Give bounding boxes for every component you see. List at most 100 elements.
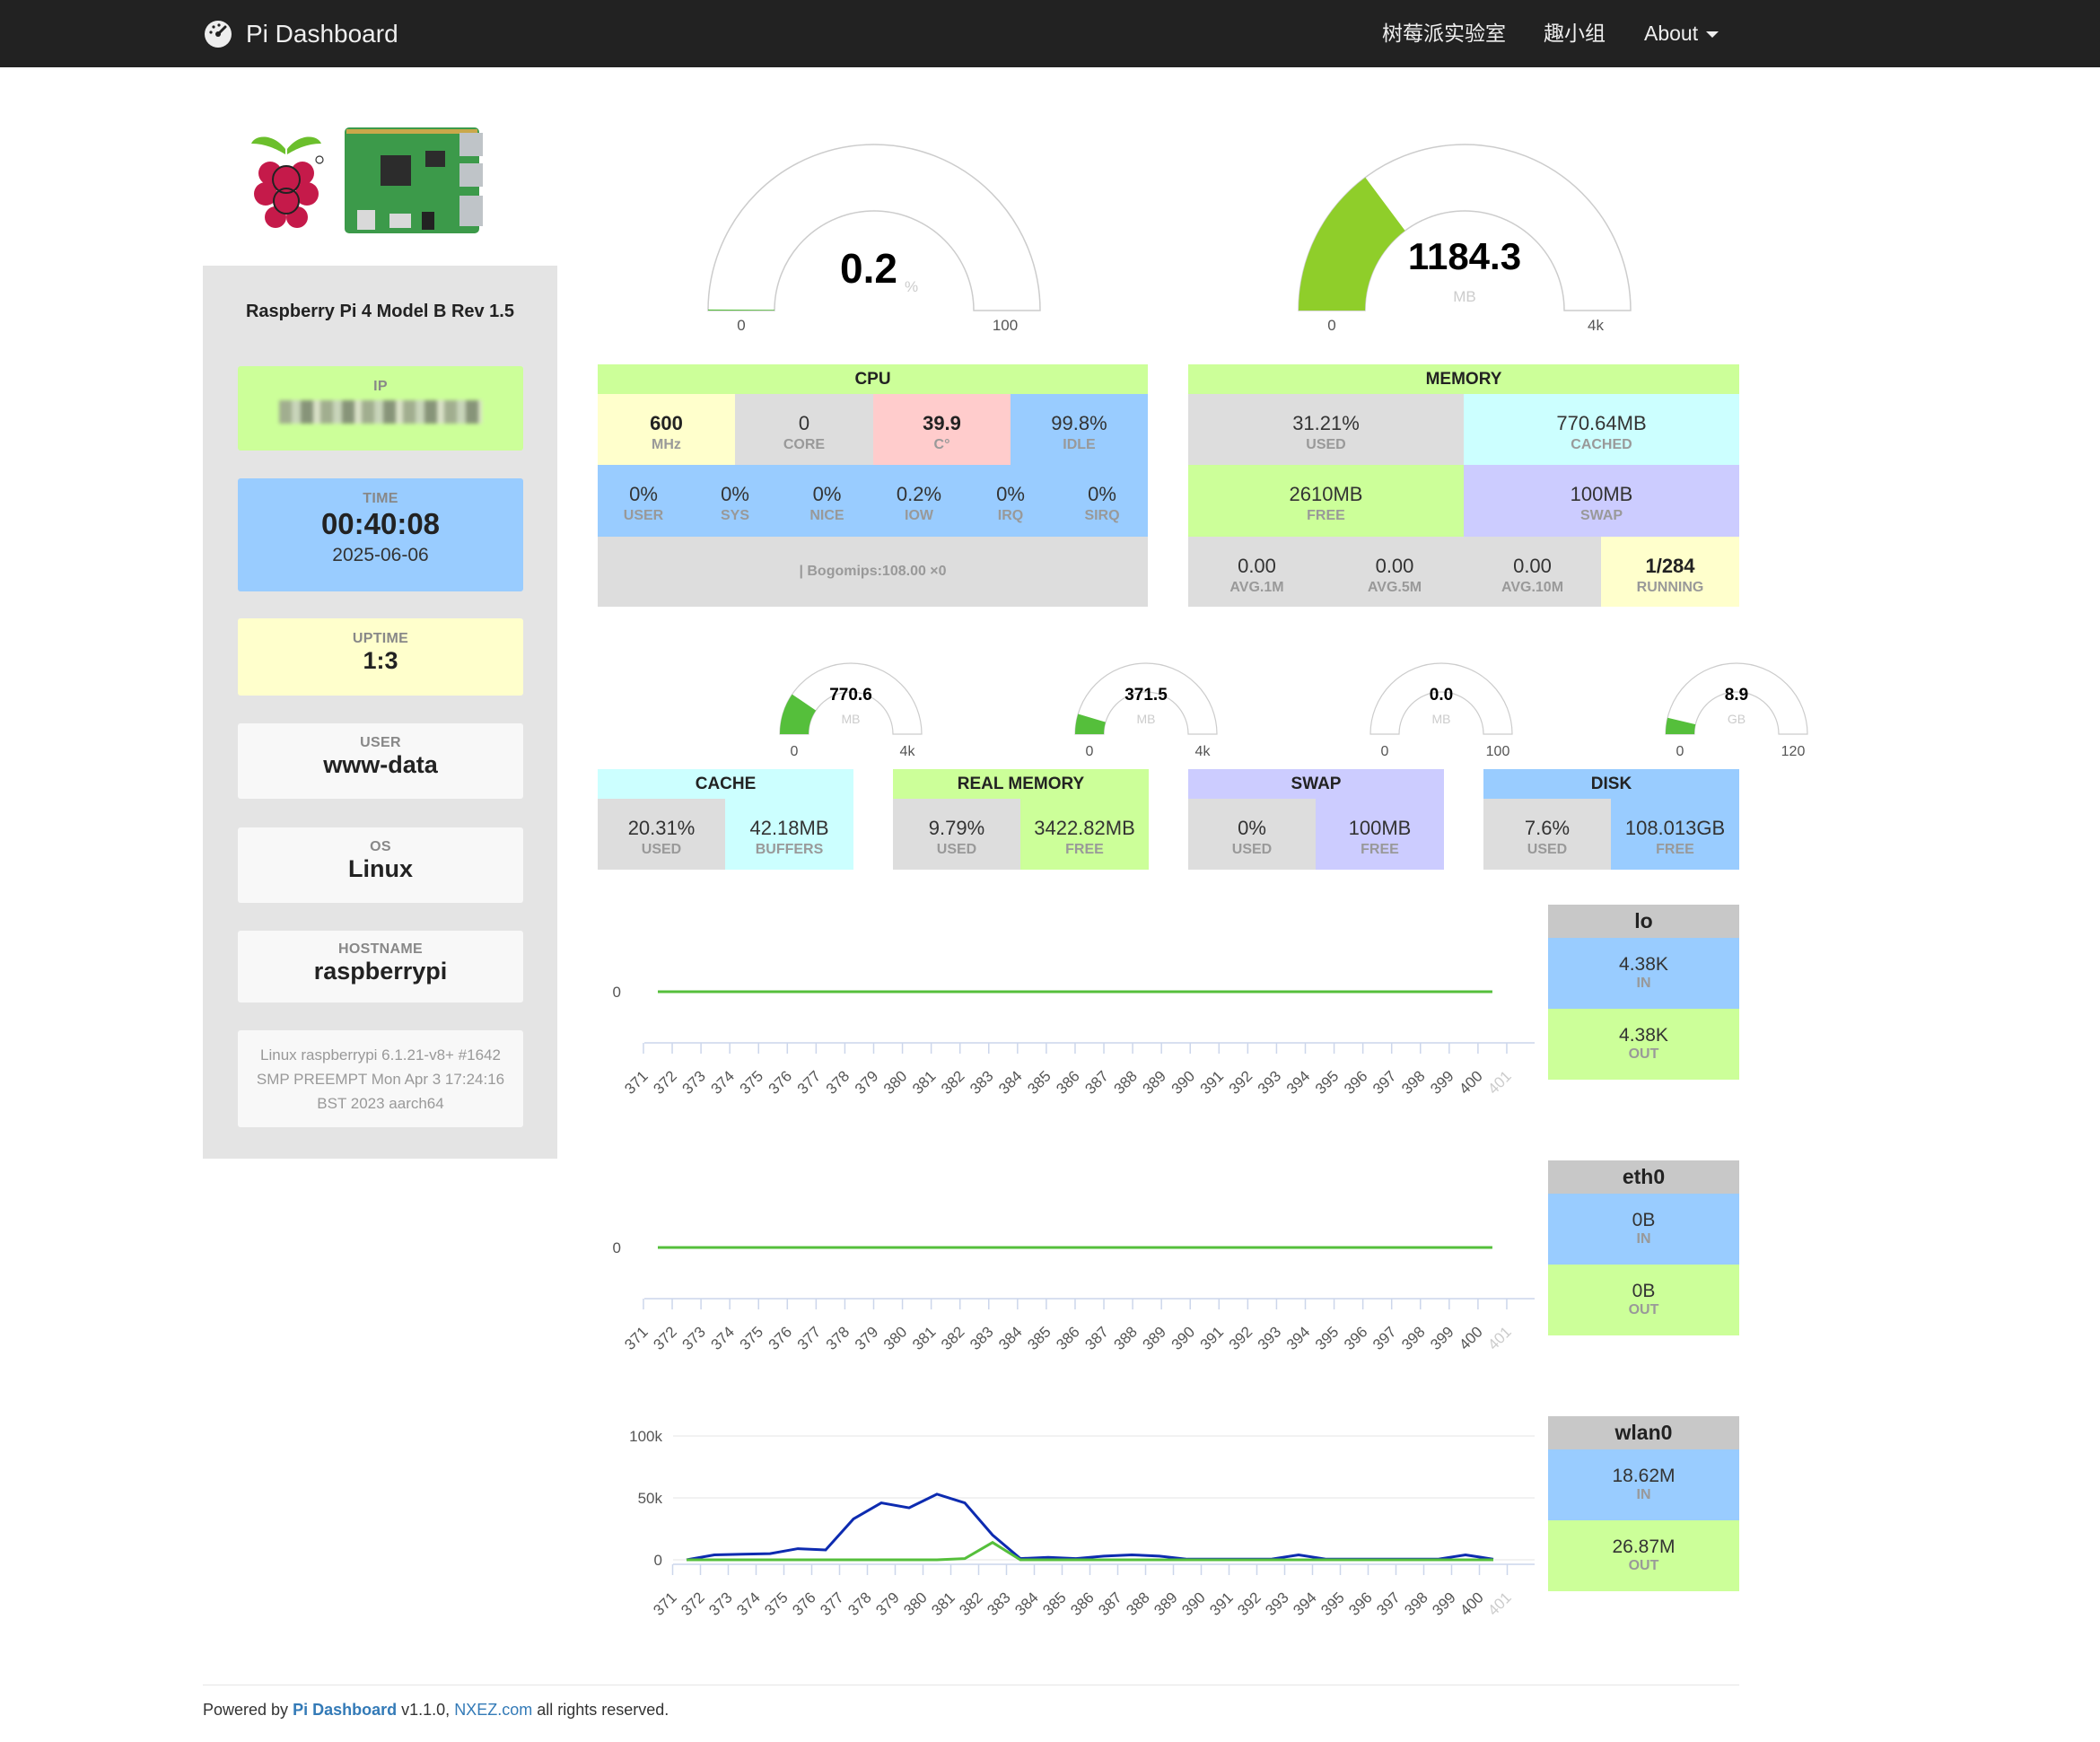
cache-a-value: 20.31% bbox=[627, 817, 696, 839]
cpu-irq-label: IRQ bbox=[997, 508, 1024, 523]
wlan0-in-cell: 18.62M IN bbox=[1548, 1449, 1739, 1520]
lo-x-tick-label: 396 bbox=[1341, 1067, 1370, 1097]
swap-gauge-value: 0.0 bbox=[1430, 686, 1453, 705]
eth0-x-tick-label: 390 bbox=[1168, 1323, 1198, 1352]
device-model: Raspberry Pi 4 Model B Rev 1.5 bbox=[245, 302, 514, 321]
real-memory-free-cell: 3422.82MB FREE bbox=[1020, 799, 1149, 870]
cpu-nice-cell: 0% NICE bbox=[781, 465, 873, 537]
cache-b-label: BUFFERS bbox=[755, 842, 824, 857]
lo-x-tick-label: 376 bbox=[766, 1067, 795, 1097]
eth0-x-tick-label: 382 bbox=[938, 1323, 967, 1352]
eth0-in-value: 0B bbox=[1632, 1210, 1656, 1230]
load-avg-1m-cell: 0.00 AVG.1M bbox=[1188, 537, 1326, 607]
wlan0-x-tick-label: 399 bbox=[1429, 1589, 1458, 1618]
cpu-core-label: CORE bbox=[783, 437, 826, 452]
lo-x-tick-label: 379 bbox=[852, 1067, 881, 1097]
eth0-x-tick-label: 399 bbox=[1427, 1323, 1457, 1352]
uptime-value: 1:3 bbox=[363, 647, 398, 674]
disk-free-cell: 108.013GB FREE bbox=[1611, 799, 1739, 870]
wlan0-x-tick-label: 392 bbox=[1234, 1589, 1264, 1618]
cpu-user-label: USER bbox=[623, 508, 664, 523]
eth0-out-value: 0B bbox=[1632, 1281, 1656, 1301]
lo-x-tick-label: 373 bbox=[678, 1067, 708, 1097]
cache-buffers-cell: 42.18MB BUFFERS bbox=[725, 799, 853, 870]
swap-gauge: 0.0 MB 0 100 bbox=[1369, 662, 1513, 759]
wlan0-in-label: IN bbox=[1636, 1487, 1651, 1502]
wlan0-x-tick-label: 383 bbox=[984, 1589, 1013, 1618]
real-memory-gauge-value: 371.5 bbox=[1124, 686, 1168, 705]
eth0-x-tick-label: 392 bbox=[1226, 1323, 1256, 1352]
eth0-x-tick-label: 397 bbox=[1369, 1323, 1399, 1352]
os-card: OS Linux bbox=[238, 827, 523, 903]
real-memory-panel: REAL MEMORY 9.79% USED 3422.82MB FREE bbox=[893, 769, 1149, 870]
eth0-x-tick-label: 394 bbox=[1283, 1323, 1313, 1352]
wlan0-x-tick-label: 374 bbox=[733, 1589, 763, 1618]
footer-version: v1.1.0, bbox=[401, 1701, 451, 1719]
cpu-gauge-track bbox=[707, 144, 1041, 311]
lo-x-tick-label: 378 bbox=[823, 1067, 853, 1097]
eth0-x-tick-label: 384 bbox=[995, 1323, 1025, 1352]
cpu-panel: CPU 600 MHz 0 CORE 39.9 C° 99.8% IDLE 0% USER… bbox=[598, 364, 1148, 607]
lo-x-tick-label: 391 bbox=[1197, 1067, 1227, 1097]
nav-link-lab[interactable]: 树莓派实验室 bbox=[1382, 22, 1506, 45]
swap-panel: SWAP 0% USED 100MB FREE bbox=[1188, 769, 1444, 870]
kernel-line: SMP PREEMPT Mon Apr 3 17:24:16 bbox=[256, 1071, 505, 1088]
wlan0-interface-card: wlan0 18.62M IN 26.87M OUT bbox=[1548, 1416, 1739, 1591]
swap-title: SWAP bbox=[1188, 769, 1444, 799]
eth0-x-tick-label: 400 bbox=[1456, 1323, 1485, 1352]
wlan0-traffic-chart: 050k100k37137237337437537637737837938038… bbox=[629, 1428, 1535, 1619]
cache-gauge-max: 4k bbox=[900, 744, 916, 759]
nav-link-group[interactable]: 趣小组 bbox=[1544, 22, 1606, 45]
wlan0-x-tick-label: 395 bbox=[1317, 1589, 1347, 1618]
memory-gauge-min: 0 bbox=[1327, 317, 1335, 334]
footer-nxez-link[interactable]: NXEZ.com bbox=[454, 1701, 533, 1719]
lo-x-tick-label: 397 bbox=[1369, 1067, 1399, 1097]
cpu-sirq-cell: 0% SIRQ bbox=[1056, 465, 1148, 537]
swap-free-cell: 100MB FREE bbox=[1316, 799, 1444, 870]
disk-gauge-track bbox=[1665, 662, 1808, 735]
lo-in-cell: 4.38K IN bbox=[1548, 938, 1739, 1009]
wlan0-x-tick-label: 394 bbox=[1290, 1589, 1319, 1618]
memory-free-label: FREE bbox=[1307, 508, 1345, 523]
footer-suffix: all rights reserved. bbox=[537, 1701, 669, 1719]
kernel-line: Linux raspberrypi 6.1.21-v8+ #1642 bbox=[260, 1046, 501, 1064]
eth0-x-tick-label: 378 bbox=[823, 1323, 853, 1352]
lo-traffic-chart: 0 371372373374375376377378379380381382383… bbox=[613, 984, 1535, 1098]
cpu-nice-label: NICE bbox=[809, 508, 844, 523]
eth0-x-tick-label: 401 bbox=[1484, 1323, 1514, 1352]
cpu-user-value: 0% bbox=[629, 483, 658, 505]
lo-x-tick-label: 387 bbox=[1081, 1067, 1111, 1097]
nav-about-label: About bbox=[1644, 22, 1699, 45]
nav-about-dropdown[interactable]: About bbox=[1644, 0, 1719, 67]
eth0-x-tick-label: 372 bbox=[650, 1323, 679, 1352]
time-value: 00:40:08 bbox=[320, 507, 441, 540]
wlan0-y-tick-label: 0 bbox=[654, 1552, 662, 1569]
lo-x-tick-label: 389 bbox=[1140, 1067, 1169, 1097]
wlan0-x-tick-label: 384 bbox=[1011, 1589, 1041, 1618]
memory-swap-cell: 100MB SWAP bbox=[1464, 465, 1739, 537]
footer-pi-dashboard-link[interactable]: Pi Dashboard bbox=[293, 1701, 398, 1719]
wlan0-x-tick-label: 393 bbox=[1262, 1589, 1291, 1618]
wlan0-out-value: 26.87M bbox=[1612, 1536, 1676, 1557]
memory-swap-value: 100MB bbox=[1570, 483, 1633, 505]
cpu-user-cell: 0% USER bbox=[598, 465, 689, 537]
cpu-panel-title: CPU bbox=[598, 364, 1148, 394]
cpu-iow-label: IOW bbox=[905, 508, 933, 523]
lo-x-tick-label: 393 bbox=[1255, 1067, 1284, 1097]
swap-b-value: 100MB bbox=[1348, 817, 1412, 839]
brand-link[interactable]: Pi Dashboard bbox=[203, 0, 398, 67]
board-image bbox=[345, 127, 483, 233]
cpu-core-cell: 0 CORE bbox=[735, 394, 873, 465]
uptime-label: UPTIME bbox=[352, 631, 409, 646]
wlan0-x-tick-label: 379 bbox=[872, 1589, 902, 1618]
memory-gauge-value: 1184.3 bbox=[1408, 235, 1521, 277]
eth0-x-tick-label: 373 bbox=[678, 1323, 708, 1352]
lo-x-tick-label: 388 bbox=[1110, 1067, 1140, 1097]
real-memory-used-cell: 9.79% USED bbox=[893, 799, 1020, 870]
load-avg-5m-value: 0.00 bbox=[1375, 555, 1414, 577]
os-label: OS bbox=[370, 839, 391, 854]
cache-gauge-track bbox=[779, 662, 923, 735]
eth0-x-tick-label: 377 bbox=[794, 1323, 824, 1352]
cpu-gauge: 0.2 % 0 100 bbox=[707, 144, 1041, 334]
disk-title: DISK bbox=[1483, 769, 1739, 799]
